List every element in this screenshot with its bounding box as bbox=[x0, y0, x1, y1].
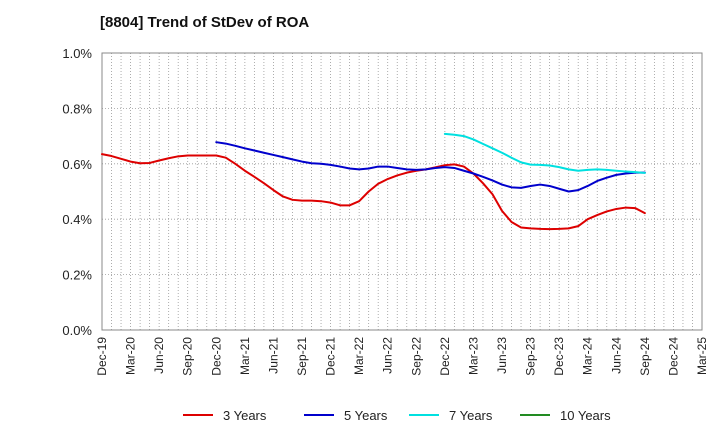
x-tick-label: Mar-24 bbox=[581, 337, 595, 375]
x-tick-label: Jun-23 bbox=[495, 337, 509, 374]
x-tick-label: Sep-24 bbox=[638, 337, 652, 376]
x-tick-label: Jun-21 bbox=[266, 337, 280, 374]
x-tick-label: Jun-24 bbox=[609, 337, 623, 374]
grid bbox=[102, 53, 702, 330]
y-tick-label: 0.8% bbox=[62, 101, 92, 116]
series-line-7-years bbox=[443, 132, 646, 174]
x-tick-label: Sep-22 bbox=[409, 337, 423, 376]
x-tick-label: Dec-20 bbox=[209, 337, 223, 376]
x-tick-label: Mar-23 bbox=[466, 337, 480, 375]
series-line-5-years bbox=[215, 141, 646, 193]
x-tick-label: Dec-21 bbox=[324, 337, 338, 376]
x-tick-label: Mar-20 bbox=[124, 337, 138, 375]
x-tick-label: Sep-21 bbox=[295, 337, 309, 376]
y-tick-label: 0.0% bbox=[62, 323, 92, 338]
legend-label: 10 Years bbox=[560, 408, 611, 423]
y-tick-label: 0.4% bbox=[62, 212, 92, 227]
legend-label: 7 Years bbox=[449, 408, 493, 423]
legend: 3 Years 5 Years 7 Years 10 Years bbox=[183, 408, 611, 423]
y-tick-label: 0.6% bbox=[62, 157, 92, 172]
x-tick-label: Dec-23 bbox=[552, 337, 566, 376]
legend-label: 3 Years bbox=[223, 408, 267, 423]
chart-title: [8804] Trend of StDev of ROA bbox=[100, 14, 310, 31]
x-tick-label: Jun-20 bbox=[152, 337, 166, 374]
x-tick-label: Dec-22 bbox=[438, 337, 452, 376]
x-tick-label: Mar-22 bbox=[352, 337, 366, 375]
y-tick-label: 1.0% bbox=[62, 46, 92, 61]
x-tick-label: Dec-24 bbox=[666, 337, 680, 376]
x-tick-label: Jun-22 bbox=[381, 337, 395, 374]
x-tick-label: Mar-25 bbox=[695, 337, 709, 375]
y-tick-label: 0.2% bbox=[62, 268, 92, 283]
x-tick-label: Sep-20 bbox=[181, 337, 195, 376]
series-line-3-years bbox=[101, 153, 646, 231]
x-tick-label: Sep-23 bbox=[524, 337, 538, 376]
x-tick-label: Mar-21 bbox=[238, 337, 252, 375]
plot-frame bbox=[101, 52, 703, 331]
legend-label: 5 Years bbox=[344, 408, 388, 423]
x-tick-label: Dec-19 bbox=[95, 337, 109, 376]
plot-area bbox=[102, 53, 702, 330]
